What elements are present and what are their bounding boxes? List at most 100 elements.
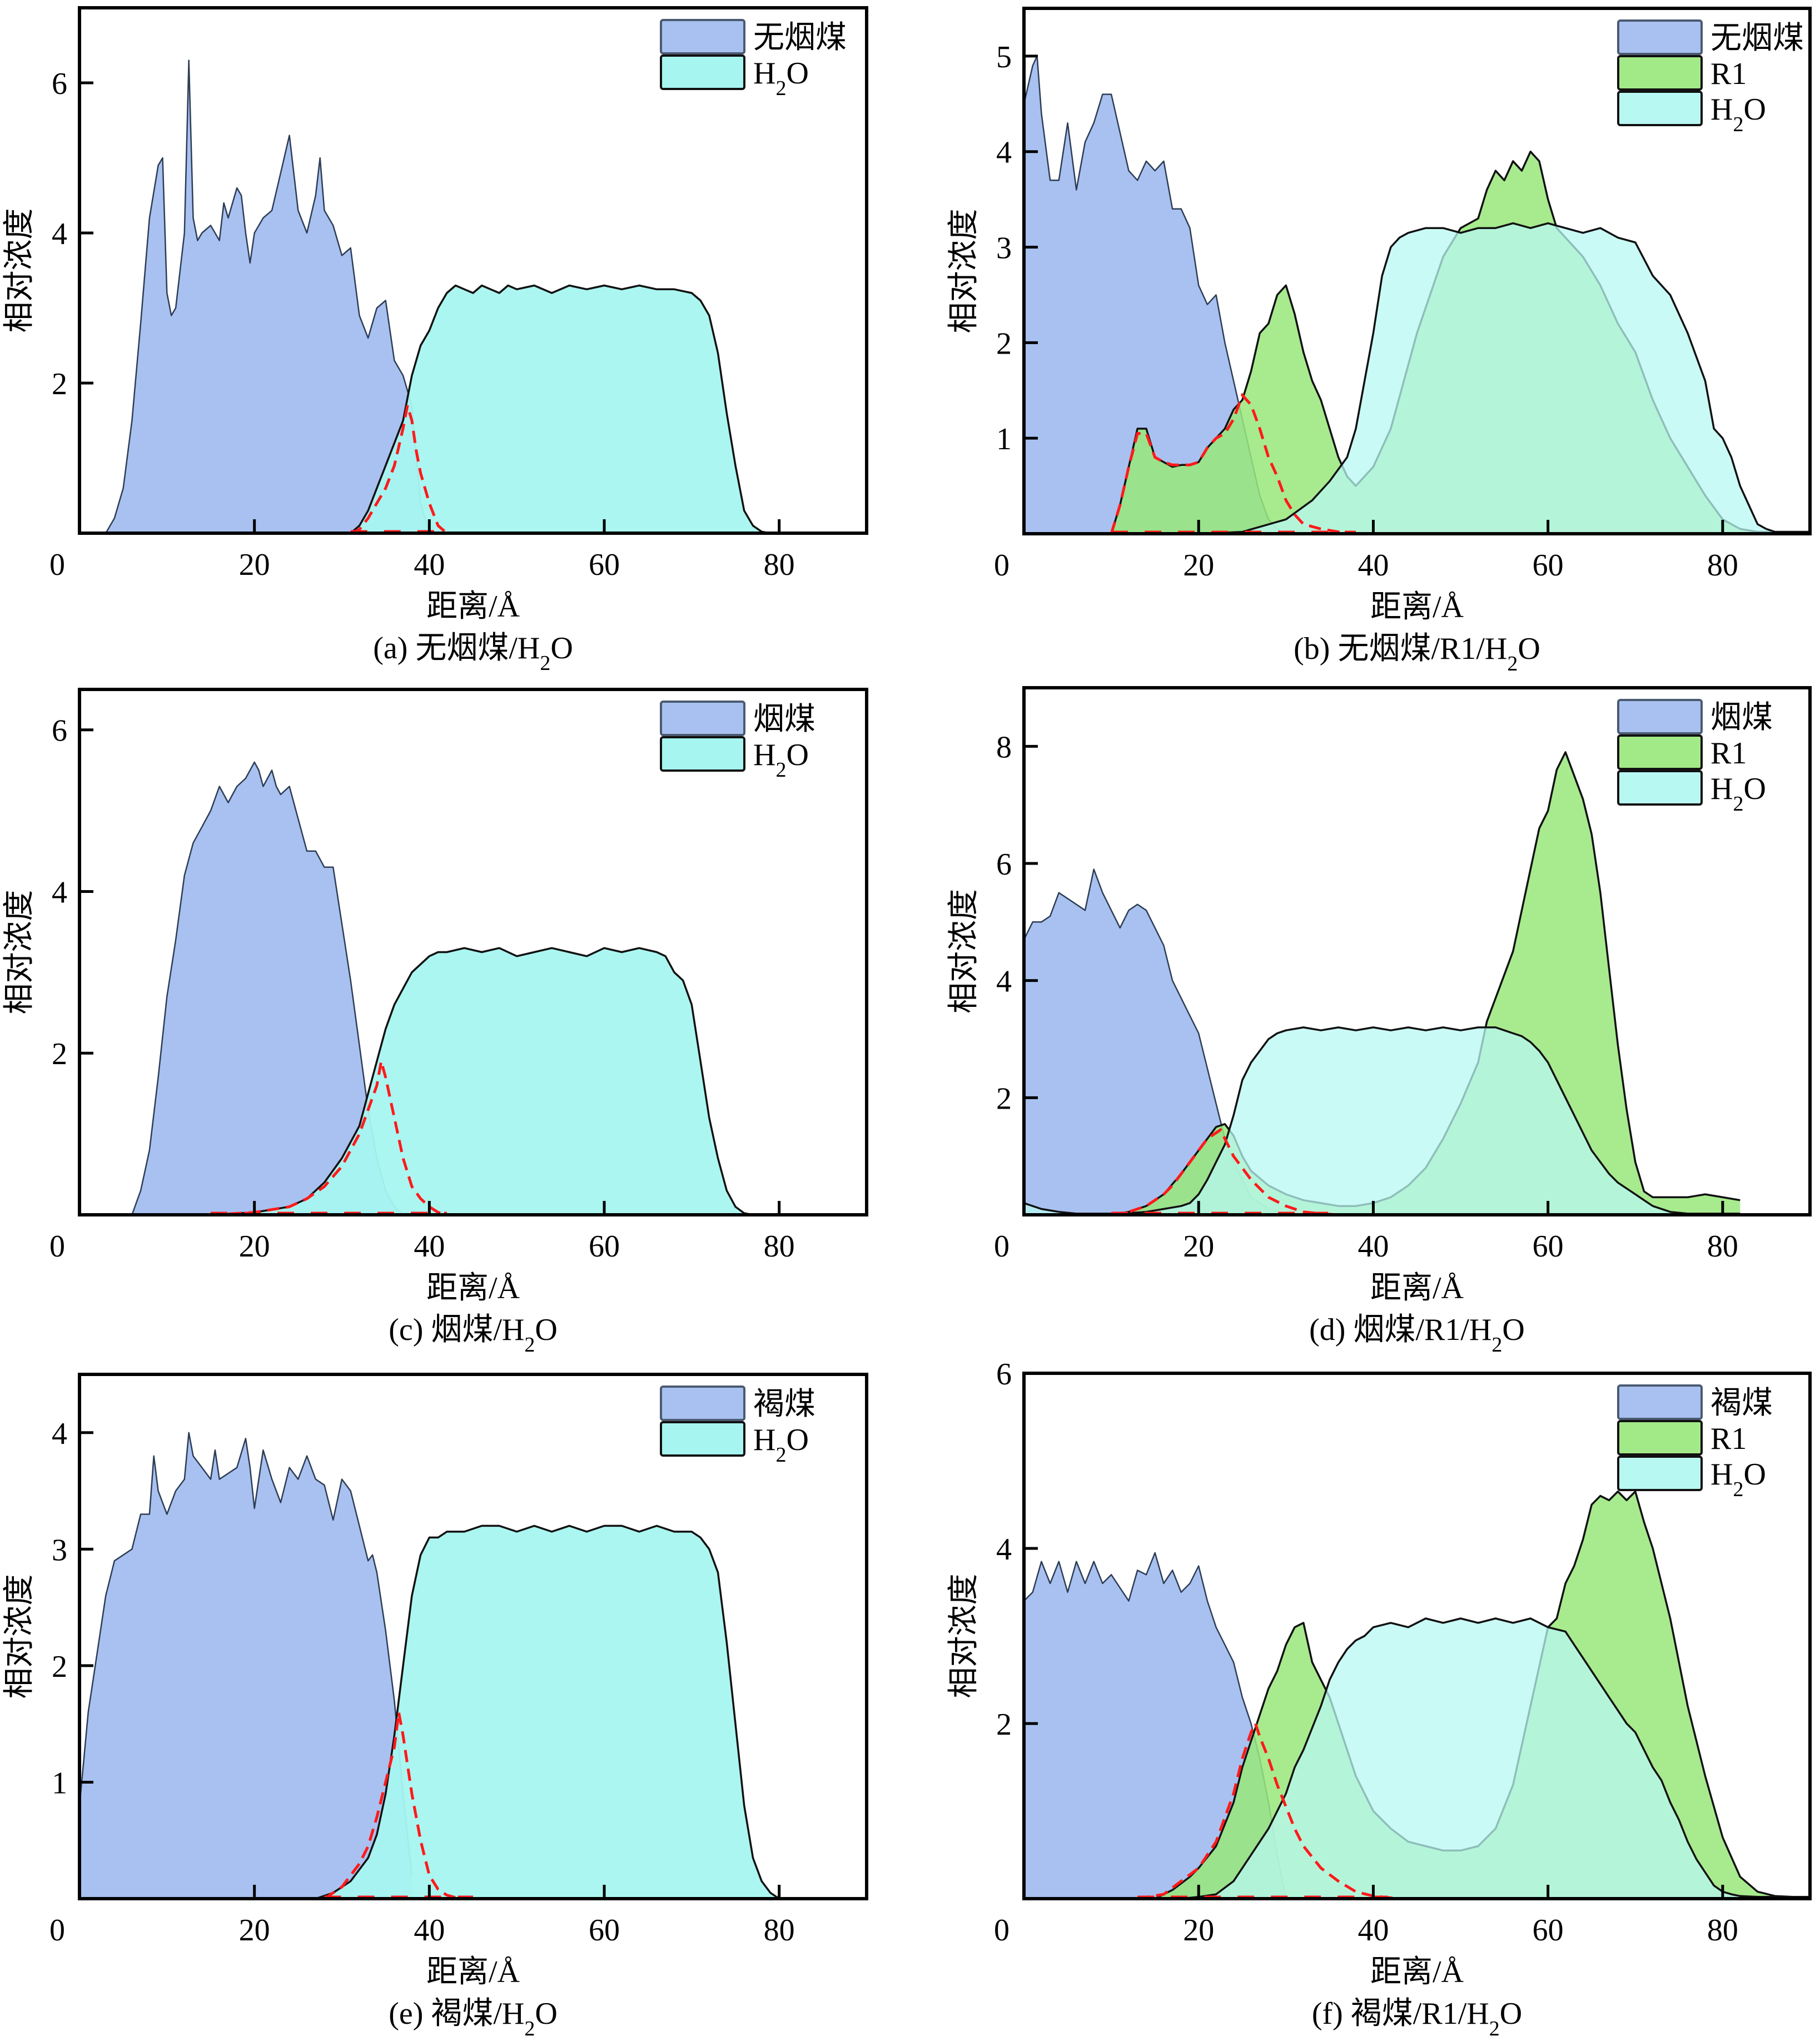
panel-caption-suffix: O [1500, 1997, 1522, 2031]
legend-swatch-h2o [660, 54, 745, 90]
x-tick-label: 60 [589, 1913, 620, 1948]
legend-label-r1: R1 [1710, 57, 1747, 91]
y-tick-label: 4 [996, 965, 1012, 999]
y-tick-label: 4 [996, 136, 1012, 170]
y-tick-label: 4 [52, 217, 67, 251]
panel-caption-main: (c) 烟煤/H [389, 1313, 524, 1347]
axes-frame [1022, 686, 1812, 1216]
legend-swatch-coal [660, 19, 745, 54]
series-h2o [350, 284, 771, 533]
plot-area [131, 761, 753, 1215]
y-tick-label: 4 [52, 875, 67, 910]
legend-swatch-h2o [1617, 1456, 1703, 1491]
interface-dashed-line [1111, 1128, 1339, 1215]
legend-label-h2o-main: H [753, 1423, 775, 1457]
legend-label-r1: R1 [1710, 736, 1747, 771]
panel-caption-main: (a) 无烟煤/H [373, 631, 540, 666]
panel-caption-main: (d) 烟煤/R1/H [1309, 1313, 1491, 1347]
legend-label-r1: R1 [1710, 1422, 1747, 1456]
legend-label-h2o-suffix: O [786, 56, 808, 91]
x-tick-label: 20 [1183, 1913, 1214, 1948]
x-axis-label: 距离/Å [426, 1955, 520, 1989]
axes-frame [78, 688, 868, 1216]
legend-swatch-h2o [1617, 770, 1703, 806]
x-tick-label: 0 [994, 548, 1010, 583]
x-tick-label: 80 [764, 548, 795, 582]
panel-caption: (d) 烟煤/R1/H2O [1309, 1313, 1525, 1357]
x-tick-label: 40 [414, 548, 445, 582]
y-tick-label: 5 [996, 40, 1012, 75]
axes-frame [1022, 7, 1812, 535]
outline-coal [79, 1432, 413, 1876]
panel-caption-suffix: O [550, 631, 573, 666]
panel-caption-main: (f) 褐煤/R1/H [1312, 1997, 1489, 2031]
legend-label-h2o-suffix: O [1743, 92, 1766, 127]
panel-caption-subscript: 2 [1491, 1333, 1502, 1357]
legend-swatch-coal [660, 1386, 745, 1421]
y-tick-label: 2 [996, 1707, 1012, 1742]
legend-label-coal: 烟煤 [753, 702, 815, 737]
x-tick-label: 40 [1357, 1913, 1389, 1948]
x-tick-label: 20 [239, 1913, 270, 1948]
y-axis-label: 相对浓度 [947, 209, 981, 334]
x-tick-label: 40 [1357, 1229, 1389, 1264]
interface-dashed-line [324, 1712, 474, 1899]
x-axis-label: 距离/Å [1370, 590, 1464, 624]
series-h2o [210, 947, 753, 1215]
x-tick-label: 0 [994, 1229, 1010, 1264]
y-tick-label: 4 [52, 1417, 67, 1451]
legend-label-h2o: H2O [1710, 1457, 1766, 1501]
x-tick-label: 20 [239, 548, 270, 582]
legend-swatch-h2o [660, 1421, 745, 1457]
legend-swatch-h2o [660, 736, 745, 772]
x-tick-label: 0 [49, 1229, 65, 1264]
y-tick-label: 1 [996, 422, 1012, 456]
area-h2o [211, 948, 753, 1215]
x-tick-label: 80 [764, 1229, 795, 1264]
legend-label-h2o-main: H [753, 738, 775, 772]
x-tick-label: 40 [414, 1229, 445, 1264]
legend-label-h2o-subscript: 2 [775, 1443, 786, 1467]
legend-label-h2o-main: H [1710, 92, 1733, 127]
x-tick-label: 0 [49, 548, 65, 582]
panel-caption: (c) 烟煤/H2O [389, 1313, 558, 1357]
panel-caption: (b) 无烟煤/R1/H2O [1294, 632, 1540, 676]
legend-label-h2o-main: H [1710, 772, 1733, 806]
legend-swatch-coal [660, 701, 745, 736]
legend-swatch-coal [1617, 19, 1703, 55]
legend-swatch-r1 [1617, 734, 1703, 770]
y-tick-label: 3 [996, 231, 1012, 266]
area-h2o [1024, 1027, 1741, 1215]
y-axis-label: 相对浓度 [2, 1575, 37, 1699]
panel-caption: (a) 无烟煤/H2O [373, 631, 573, 675]
area-h2o [315, 1526, 779, 1899]
panel-caption-main: (e) 褐煤/H [389, 1997, 524, 2031]
x-tick-label: 20 [239, 1229, 270, 1264]
x-tick-label: 60 [589, 548, 620, 582]
outline-h2o [1181, 1617, 1810, 1899]
legend-label-coal: 烟煤 [1710, 701, 1773, 735]
legend-label-h2o-subscript: 2 [1733, 792, 1743, 816]
legend-label-h2o-main: H [753, 56, 775, 91]
legend-label-h2o-suffix: O [1743, 1457, 1766, 1492]
x-tick-label: 60 [1533, 1229, 1564, 1264]
legend-label-h2o: H2O [753, 738, 809, 782]
panel-caption: (f) 褐煤/R1/H2O [1312, 1997, 1522, 2036]
y-tick-label: 6 [996, 1357, 1012, 1392]
legend-label-h2o-subscript: 2 [775, 77, 786, 100]
x-axis-label: 距离/Å [426, 1271, 520, 1305]
area-h2o [350, 285, 770, 533]
legend-swatch-coal [1617, 699, 1703, 734]
legend-label-h2o-subscript: 2 [1733, 113, 1743, 136]
area-coal [132, 762, 404, 1215]
legend-label-h2o-subscript: 2 [775, 758, 786, 782]
interface-dashed-line [1137, 1720, 1400, 1899]
legend-label-h2o-suffix: O [1743, 772, 1766, 806]
legend-label-h2o-suffix: O [786, 1423, 808, 1457]
legend-label-coal: 无烟煤 [1710, 21, 1804, 56]
outline-h2o [210, 947, 753, 1215]
area-coal [79, 1432, 412, 1899]
